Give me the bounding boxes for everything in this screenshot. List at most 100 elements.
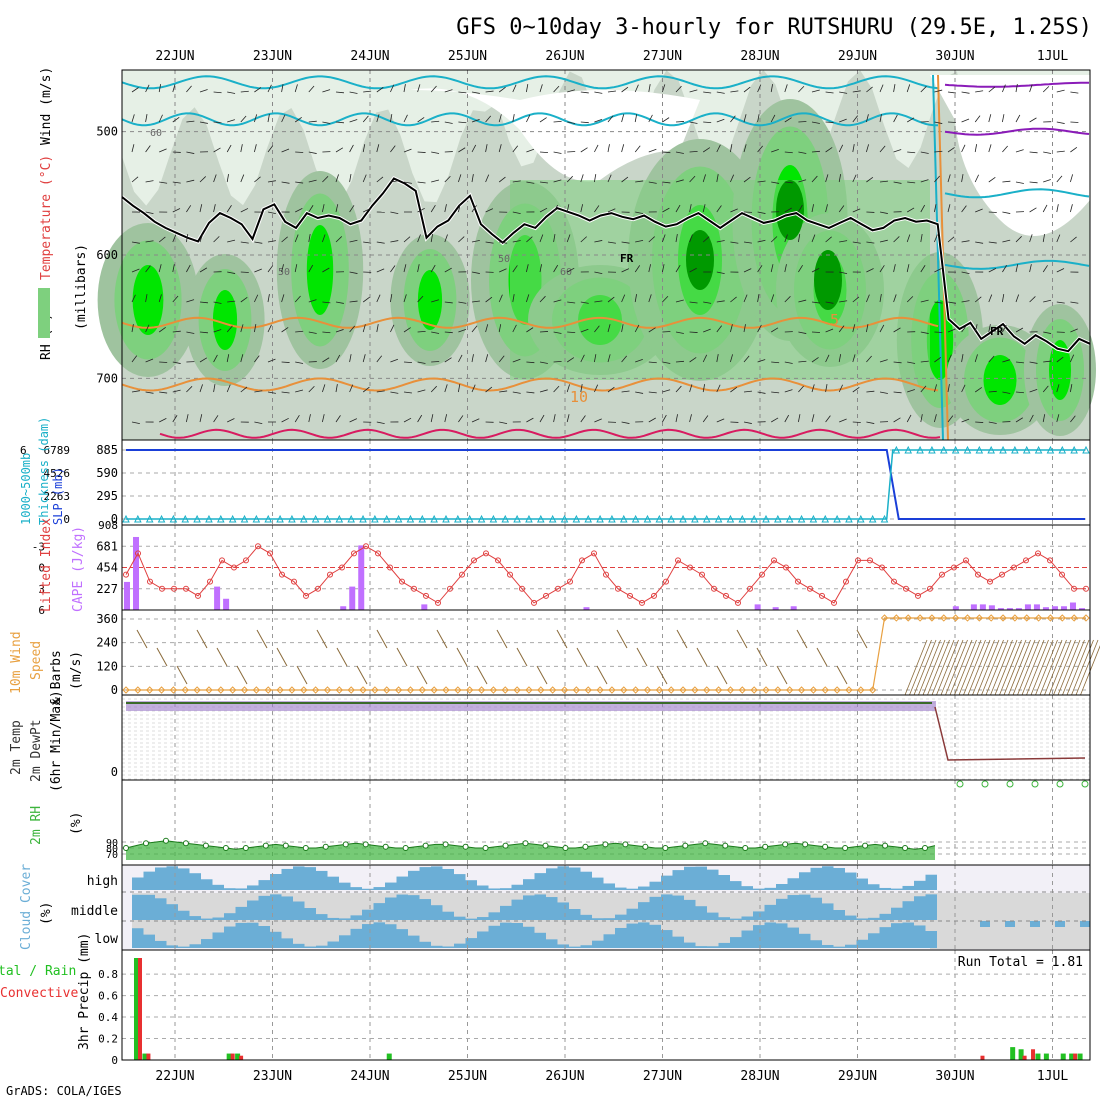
cloud-bar <box>431 905 443 920</box>
cloud-bar <box>339 918 351 920</box>
cloud-bar <box>707 913 719 920</box>
wind-barb <box>1018 640 1040 695</box>
ylabel-thickness: Thickness (dam) <box>37 417 51 525</box>
cloud-bar <box>339 883 351 890</box>
ylabel-rh2m: 2m RH <box>29 806 44 845</box>
wind-barb <box>417 666 427 684</box>
rh2m-marker <box>383 844 388 849</box>
cloud-bar <box>305 867 317 890</box>
y-tick-cape: 681 <box>96 539 118 553</box>
y-tick-pressure: 600 <box>96 248 118 262</box>
wind-barb <box>946 640 968 695</box>
day-label-top: 24JUN <box>350 49 389 64</box>
cloud-bar <box>845 916 857 920</box>
rh2m-marker <box>343 842 348 847</box>
cloud-bar <box>167 866 179 890</box>
cloud-bar <box>822 945 834 948</box>
wind-barb <box>1040 640 1062 695</box>
day-label-bottom: 1JUL <box>1037 1069 1068 1084</box>
cloud-bar <box>167 945 179 948</box>
wind-barb <box>757 648 767 666</box>
rh-cell-deep <box>686 230 714 290</box>
cloud-bar <box>535 873 547 890</box>
rh2m-marker <box>683 843 688 848</box>
cloud-bar <box>811 898 823 920</box>
precip-convective-bar <box>239 1056 243 1060</box>
cloud-bar <box>707 946 719 948</box>
y-tick-precip: 0 <box>111 1054 118 1067</box>
cloud-bar <box>638 887 650 890</box>
precip-rain-bar <box>1010 1047 1015 1060</box>
cloud-bar <box>730 937 742 948</box>
cloud-bar <box>581 945 593 948</box>
cloud-bar <box>753 911 765 920</box>
cloud-bar <box>431 946 443 948</box>
y-tick-precip: 0.4 <box>98 1011 118 1024</box>
cloud-ylabel: Cloud Cover <box>19 864 34 950</box>
cloud-bar <box>857 918 869 920</box>
slp-ylabel: Thickness (dam) <box>37 417 51 525</box>
wind-barb <box>1004 640 1026 695</box>
wind-barb <box>197 630 207 648</box>
y-tick-slp: 590 <box>96 466 118 480</box>
cloud-bar <box>167 904 179 920</box>
panel-frame <box>122 950 1090 1060</box>
rh2m-marker <box>603 842 608 847</box>
rh2m-marker <box>423 843 428 848</box>
rh2m-marker <box>243 846 248 851</box>
cloud-bar <box>1055 921 1065 927</box>
cloud-bar <box>155 941 167 948</box>
cloud-bar <box>247 923 259 948</box>
y-tick-cape: 454 <box>96 561 118 575</box>
precip-convective-bar <box>1023 1056 1027 1060</box>
cape-bar <box>1061 606 1067 610</box>
cloud-bar <box>305 947 317 948</box>
y-tick-precip: 0.8 <box>98 968 118 981</box>
precip-convective-bar <box>1031 1049 1035 1060</box>
cloud-bar <box>914 925 926 948</box>
wind-barb <box>737 630 747 648</box>
rh2m-marker <box>803 842 808 847</box>
cloud-bar <box>719 943 731 948</box>
cape-bar <box>989 605 995 610</box>
cloud-bar <box>190 873 202 890</box>
cloud-bar <box>454 874 466 890</box>
cloud-bar <box>362 910 374 920</box>
wind-barb <box>497 630 507 648</box>
cloud-bar <box>615 915 627 920</box>
wind-barb <box>1045 640 1067 695</box>
cloud-bar <box>868 918 880 920</box>
cloud-bar <box>500 923 512 948</box>
ylabel-li: Lifted Index <box>39 518 54 612</box>
ylabel-wind-d: (m/s) <box>69 651 84 690</box>
contour-label-rh: 50 <box>498 254 510 265</box>
rh2m-marker <box>124 846 129 851</box>
cloud-bar <box>443 946 455 948</box>
cloud-bar <box>822 866 834 890</box>
wind-barb <box>817 648 827 666</box>
rh2m-marker <box>483 846 488 851</box>
cloud-bar <box>489 888 501 890</box>
precip-rain-bar <box>387 1054 392 1060</box>
cape-ylabel2: CAPE (J/kg) <box>71 526 86 612</box>
cloud-bar <box>627 909 639 920</box>
ylabel-wind: Wind (m/s) <box>39 67 54 145</box>
cape-bar <box>421 604 427 610</box>
dewpt-marker <box>957 781 963 787</box>
cloud-bar <box>259 896 271 920</box>
ylabel-minmax: (6hr Min/Max) <box>49 690 64 792</box>
y-tick-cape: 227 <box>96 582 118 596</box>
wind-barb <box>282 362 290 363</box>
upper-ylabel-press: (millibars) <box>74 244 89 330</box>
cloud-bar <box>650 925 662 948</box>
wind-barb <box>977 640 999 695</box>
cloud-bar <box>1005 921 1015 927</box>
dewpt-marker <box>1032 781 1038 787</box>
wind-barb <box>557 630 567 648</box>
cloud-bar <box>546 897 558 920</box>
wind-barb <box>991 640 1013 695</box>
ylabel-dewpt: 2m DewPt <box>29 719 44 782</box>
cloud-bar <box>443 869 455 890</box>
y-tick-wind: 120 <box>96 659 118 673</box>
